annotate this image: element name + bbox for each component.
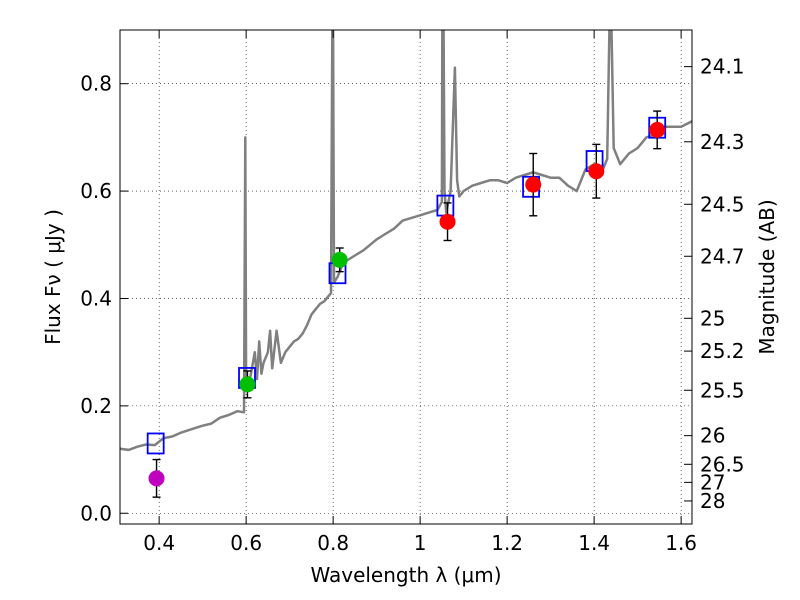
y2-tick-label: 28: [700, 489, 725, 513]
model-spectrum-line: [120, 30, 692, 452]
y2-axis-title: Magnitude (AB): [755, 199, 779, 354]
x-tick-label: 0.4: [143, 531, 175, 555]
plot-area: [120, 30, 692, 524]
y2-tick-label: 26: [700, 424, 725, 448]
observed-photometry: [148, 110, 666, 498]
y-axis-title: Flux Fν ( μJy ): [41, 209, 65, 345]
plot-frame: [119, 29, 693, 525]
observed-point: [588, 163, 605, 180]
x-tick-label: 0.8: [317, 531, 349, 555]
y-tick-label: 0.0: [80, 501, 112, 525]
y2-tick-label: 27: [700, 470, 725, 494]
x-tick-label: 1.6: [665, 531, 697, 555]
y2-tick-label: 25.5: [700, 378, 745, 402]
y2-tick-label: 24.3: [700, 130, 745, 154]
y-tick-label: 0.4: [80, 286, 112, 310]
y2-tick-label: 24.5: [700, 192, 745, 216]
observed-point: [649, 121, 666, 138]
x-tick-label: 1.4: [578, 531, 610, 555]
observed-point: [148, 470, 165, 487]
y2-tick-label: 24.1: [700, 55, 745, 79]
y-tick-label: 0.8: [80, 72, 112, 96]
y2-tick-label: 25.2: [700, 339, 745, 363]
model-photometry-square: [146, 432, 165, 455]
observed-point: [525, 176, 542, 193]
x-tick-label: 0.6: [230, 531, 262, 555]
x-tick-label: 1: [414, 531, 427, 555]
x-axis: 0.4 0.6 0.8 1 1.2 1.4 1.6: [143, 30, 697, 555]
y2-tick-label: 25: [700, 306, 725, 330]
x-axis-title: Wavelength λ (μm): [310, 563, 501, 587]
observed-point: [331, 251, 348, 268]
y-tick-label: 0.2: [80, 394, 112, 418]
y-tick-label: 0.6: [80, 179, 112, 203]
y2-tick-label: 24.7: [700, 244, 745, 268]
x-tick-label: 1.2: [491, 531, 523, 555]
y-axis-left: 0.0 0.2 0.4 0.6 0.8: [80, 72, 128, 525]
observed-point: [239, 376, 256, 393]
observed-point: [439, 213, 456, 230]
y2-tick-label: 26.5: [700, 452, 745, 476]
